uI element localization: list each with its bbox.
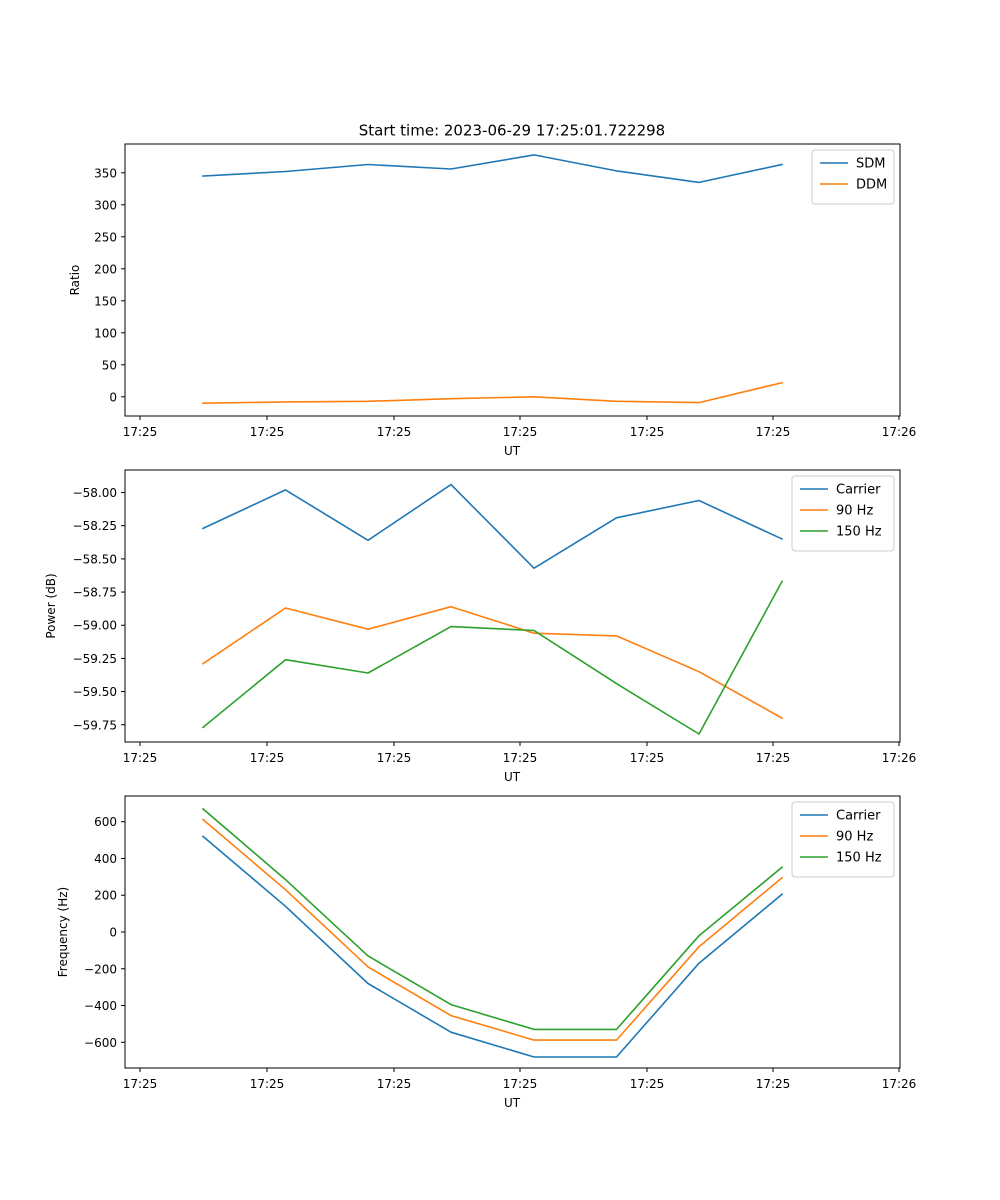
y-tick-label: 0	[109, 390, 117, 404]
x-tick-label: 17:25	[630, 1077, 665, 1091]
chart-panel-2: 17:25 17:25 17:25 17:25 17:25 17:25 17:26 UT −58…	[44, 469, 917, 784]
y-tick-label: −58.75	[73, 586, 117, 600]
x-tick-label: 17:26	[882, 1077, 917, 1091]
legend-entry: Carrier	[836, 809, 881, 824]
y-tick-label: −58.00	[73, 486, 117, 500]
y-axis-label: Power (dB)	[44, 573, 58, 638]
y-tick-label: −600	[84, 1036, 117, 1050]
x-tick-label: 17:25	[377, 751, 412, 765]
x-axis-label: UT	[504, 444, 521, 458]
series-line-2-1	[201, 483, 784, 570]
y-tick-label: −58.50	[73, 552, 117, 566]
x-tick-label: 17:25	[250, 1077, 285, 1091]
legend: Carrier 90 Hz 150 Hz	[791, 801, 895, 878]
panels: 17:25 17:25 17:25 17:25 17:25 17:25 17:26 UT 0 50…	[44, 143, 917, 1110]
x-tick-label: 17:25	[377, 1077, 412, 1091]
x-tick-label: 17:26	[882, 751, 917, 765]
x-tick-label: 17:25	[630, 751, 665, 765]
x-tick-label: 17:25	[250, 751, 285, 765]
series-line-3-3	[201, 807, 784, 1031]
legend-entry: 90 Hz	[836, 504, 873, 519]
series-line-2-3	[201, 580, 784, 735]
x-tick-label: 17:25	[756, 425, 791, 439]
y-tick-label: 150	[94, 294, 117, 308]
legend-entry: 90 Hz	[836, 830, 873, 845]
axes-frame	[124, 469, 901, 743]
x-tick-label: 17:25	[503, 1077, 538, 1091]
y-tick-label: 600	[94, 815, 117, 829]
chart-panel-1: 17:25 17:25 17:25 17:25 17:25 17:25 17:26 UT 0 50…	[68, 143, 917, 458]
figure-title: Start time: 2023-06-29 17:25:01.722298	[359, 122, 665, 140]
y-tick-label: −59.00	[73, 619, 117, 633]
legend-entry: 150 Hz	[836, 525, 882, 540]
y-tick-label: 200	[94, 889, 117, 903]
x-tick-label: 17:25	[756, 1077, 791, 1091]
x-tick-label: 17:25	[123, 425, 158, 439]
x-tick-label: 17:25	[756, 751, 791, 765]
series-line-2-2	[201, 605, 784, 720]
legend-entry: DDM	[856, 178, 887, 193]
y-tick-label: −58.25	[73, 519, 117, 533]
axes-frame	[124, 143, 901, 417]
y-axis-label: Ratio	[68, 265, 82, 296]
x-axis-label: UT	[504, 770, 521, 784]
y-tick-label: −200	[84, 962, 117, 976]
y-tick-label: 200	[94, 262, 117, 276]
y-tick-label: 50	[102, 358, 117, 372]
y-axis-label: Frequency (Hz)	[56, 887, 70, 978]
legend-entry: 150 Hz	[836, 851, 882, 866]
x-tick-label: 17:25	[503, 425, 538, 439]
x-tick-label: 17:25	[250, 425, 285, 439]
x-tick-label: 17:25	[123, 1077, 158, 1091]
series-line-3-2	[201, 818, 784, 1041]
y-tick-label: 350	[94, 166, 117, 180]
x-tick-label: 17:25	[123, 751, 158, 765]
x-tick-label: 17:26	[882, 425, 917, 439]
legend-box	[791, 801, 895, 878]
y-tick-label: −59.50	[73, 685, 117, 699]
y-tick-label: −59.75	[73, 718, 117, 732]
legend: Carrier 90 Hz 150 Hz	[791, 475, 895, 552]
legend-entry: SDM	[856, 157, 885, 172]
y-tick-label: 250	[94, 230, 117, 244]
x-tick-label: 17:25	[377, 425, 412, 439]
y-tick-label: 400	[94, 852, 117, 866]
x-tick-label: 17:25	[503, 751, 538, 765]
legend: SDM DDM	[811, 149, 895, 205]
y-tick-label: −400	[84, 999, 117, 1013]
axes-frame	[124, 795, 901, 1069]
y-tick-label: 100	[94, 326, 117, 340]
x-axis-label: UT	[504, 1096, 521, 1110]
series-line-3-1	[201, 835, 784, 1058]
legend-box	[791, 475, 895, 552]
series-line-1-1	[202, 154, 783, 184]
y-tick-label: −59.25	[73, 652, 117, 666]
chart-panel-3: 17:25 17:25 17:25 17:25 17:25 17:25 17:26 UT 600…	[56, 795, 917, 1110]
legend-entry: Carrier	[836, 483, 881, 498]
y-tick-label: 0	[109, 926, 117, 940]
series-line-1-2	[202, 381, 783, 405]
x-tick-label: 17:25	[630, 425, 665, 439]
y-tick-label: 300	[94, 198, 117, 212]
